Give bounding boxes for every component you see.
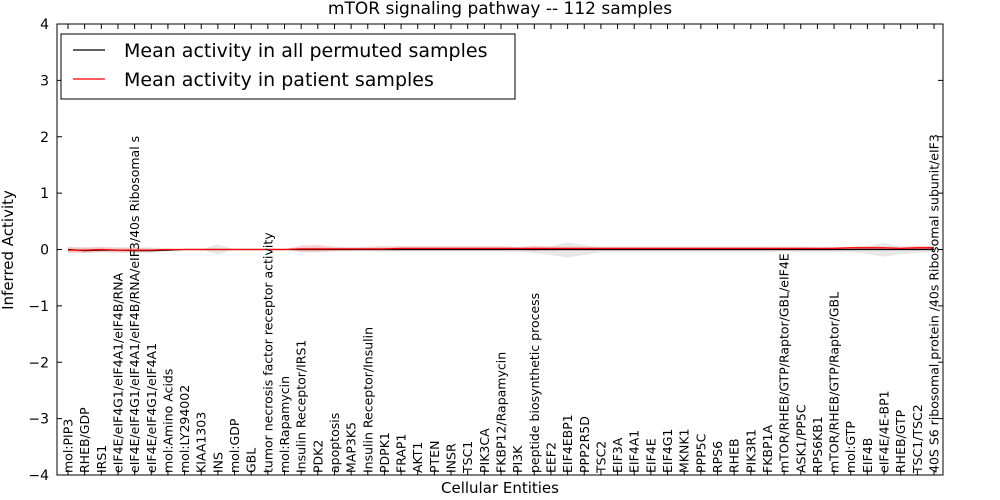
x-tick-label: IRS1 xyxy=(94,445,109,473)
y-tick-label: −2 xyxy=(28,355,49,371)
x-tick-label: FKBP12/Rapamycin xyxy=(494,352,509,473)
legend-label-1: Mean activity in patient samples xyxy=(124,69,434,91)
x-tick-label: RHEB/GTP xyxy=(893,409,908,473)
x-tick-label: INSR xyxy=(444,443,459,473)
x-tick-label: EIF4B xyxy=(860,438,875,473)
x-axis-label: Cellular Entities xyxy=(441,479,559,497)
x-tick-label: EEF2 xyxy=(544,442,559,473)
x-tick-label: EIF4EBP1 xyxy=(560,414,575,473)
chart-title: mTOR signaling pathway -- 112 samples xyxy=(328,0,672,19)
x-tick-label: mol:Rapamycin xyxy=(277,376,292,473)
legend-box xyxy=(60,33,516,100)
x-tick-label: peptide biosynthetic process xyxy=(527,293,542,473)
x-tick-label: ASK1/PP5C xyxy=(793,404,808,473)
x-tick-label: FKBP1A xyxy=(760,425,775,473)
x-tick-label: PTEN xyxy=(427,441,442,473)
y-tick-label: −4 xyxy=(28,468,49,484)
y-tick-label: −3 xyxy=(28,412,49,428)
series-1-line xyxy=(68,247,934,251)
x-tick-label: PIK3CA xyxy=(477,428,492,473)
x-tick-label: 40S S6 ribosomal protein /40s Ribosomal … xyxy=(927,134,942,473)
x-tick-label: TSC1 xyxy=(460,441,475,474)
x-tick-label: TSC1/TSC2 xyxy=(910,404,925,474)
y-tick-label: 4 xyxy=(40,17,49,33)
x-tick-label: PDK2 xyxy=(310,440,325,473)
x-tick-label: Insulin Receptor/Insulin xyxy=(360,327,375,473)
x-tick-label: EIF4G1 xyxy=(660,429,675,473)
x-tick-label: apoptosis xyxy=(327,413,342,473)
x-tick-label: EIF3A xyxy=(610,437,625,473)
x-tick-label: MAP3K5 xyxy=(344,422,359,473)
x-tick-label: PPP2R5D xyxy=(577,416,592,473)
x-tick-label: MKNK1 xyxy=(677,429,692,473)
x-tick-label: PDPK1 xyxy=(377,432,392,473)
x-tick-label: eIF4E/eIF4G1/eIF4A1/eIF4B/RNA xyxy=(111,272,126,473)
y-axis-label: Inferred Activity xyxy=(0,190,17,310)
x-tick-label: Insulin Receptor/IRS1 xyxy=(294,340,309,473)
x-tick-label: tumor necrosis factor receptor activity xyxy=(260,232,275,473)
x-tick-label: RPS6 xyxy=(710,441,725,473)
y-tick-label: 0 xyxy=(40,243,49,259)
x-tick-label: eIF4E/4E-BP1 xyxy=(877,390,892,473)
x-tick-label: RPS6KB1 xyxy=(810,416,825,473)
x-tick-label: PPP5C xyxy=(693,433,708,473)
y-tick-label: 2 xyxy=(40,130,49,146)
x-tick-label: mol:LY294002 xyxy=(177,385,192,473)
x-tick-label: PIK3R1 xyxy=(743,429,758,473)
x-tick-label: mTOR/RHEB/GTP/Raptor/GBL/eIF4E xyxy=(777,253,792,473)
x-tick-label: KIAA1303 xyxy=(194,412,209,473)
x-tick-label: EIF4A1 xyxy=(627,430,642,473)
x-tick-label: TSC2 xyxy=(593,441,608,474)
x-tick-label: GBL xyxy=(244,448,259,473)
legend-label-0: Mean activity in all permuted samples xyxy=(124,40,487,62)
y-tick-label: 3 xyxy=(40,73,49,89)
x-tick-label: mol:GDP xyxy=(227,418,242,473)
x-tick-label: PI3K xyxy=(510,445,525,473)
x-tick-label: INS xyxy=(210,452,225,473)
plot-area xyxy=(67,242,934,258)
x-tick-label: eIF4E/eIF4G1/eIF4A1/eIF4B/RNA/eIF3/40s R… xyxy=(127,136,142,473)
x-tick-label: FRAP1 xyxy=(394,434,409,473)
y-tick-label: −1 xyxy=(28,299,49,315)
x-tick-label: mol:PIP3 xyxy=(61,419,76,473)
legend: Mean activity in all permuted samples Mea… xyxy=(60,33,516,100)
x-tick-label: RHEB xyxy=(727,438,742,473)
x-tick-label: mol:Amino Acids xyxy=(160,369,175,473)
x-tick-label: eIF4E/eIF4G1/eIF4A1 xyxy=(144,343,159,473)
x-tick-label: EIF4E xyxy=(643,438,658,473)
x-tick-label: mol:GTP xyxy=(843,421,858,473)
y-tick-label: 1 xyxy=(40,186,49,202)
x-tick-label: RHEB/GDP xyxy=(77,407,92,473)
x-tick-label: AKT1 xyxy=(410,442,425,473)
x-tick-label: mTOR/RHEB/GTP/Raptor/GBL xyxy=(827,292,842,473)
